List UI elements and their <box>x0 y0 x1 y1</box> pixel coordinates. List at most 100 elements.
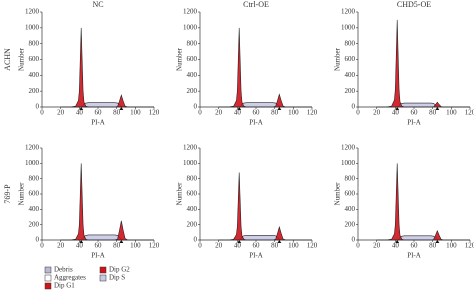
y-tick-label: 1200 <box>25 8 40 16</box>
x-tick-label: 120 <box>307 109 318 117</box>
legend-swatch <box>44 266 52 274</box>
x-axis-label: PI-A <box>249 252 263 260</box>
y-axis-label: Number <box>18 47 26 71</box>
x-tick-label: 80 <box>113 242 121 250</box>
peak-marker <box>237 107 242 110</box>
peak-marker <box>277 240 282 243</box>
row-label: 769-P <box>3 184 12 204</box>
x-tick-label: 60 <box>411 109 419 117</box>
area <box>218 27 312 108</box>
y-tick-label: 400 <box>187 71 198 79</box>
y-tick-label: 200 <box>187 87 198 95</box>
y-tick-label: 1200 <box>183 144 198 152</box>
x-tick-label: 20 <box>215 109 223 117</box>
x-tick-label: 0 <box>40 109 44 117</box>
y-tick-label: 400 <box>345 205 356 213</box>
peak-marker <box>79 107 84 110</box>
y-tick-label: 800 <box>187 174 198 182</box>
row-label: ACHN <box>3 48 12 71</box>
y-tick-label: 1000 <box>183 159 198 167</box>
x-tick-label: 0 <box>198 242 202 250</box>
y-tick-label: 0 <box>194 236 198 244</box>
column-title: Ctrl-OE <box>243 0 269 9</box>
peak-marker <box>119 240 124 243</box>
x-tick-label: 60 <box>95 109 103 117</box>
x-tick-label: 20 <box>373 109 381 117</box>
y-tick-label: 200 <box>345 220 356 228</box>
peak-marker <box>237 240 242 243</box>
x-tick-label: 20 <box>57 242 65 250</box>
x-tick-label: 40 <box>76 109 84 117</box>
area <box>60 163 154 241</box>
column-title: CHD5-OE <box>397 0 431 9</box>
x-tick-label: 20 <box>215 242 223 250</box>
y-tick-label: 0 <box>194 103 198 111</box>
x-tick-label: 60 <box>95 242 103 250</box>
peak-marker <box>395 107 400 110</box>
y-tick-label: 0 <box>36 236 40 244</box>
y-tick-label: 0 <box>36 103 40 111</box>
y-tick-label: 200 <box>187 220 198 228</box>
column-title: NC <box>92 0 103 9</box>
peak-marker <box>119 107 124 110</box>
y-tick-label: 1200 <box>183 8 198 16</box>
legend-swatch <box>44 274 52 282</box>
y-tick-label: 400 <box>29 205 40 213</box>
area <box>376 19 470 108</box>
x-tick-label: 80 <box>113 109 121 117</box>
legend-swatch <box>99 266 107 274</box>
y-tick-label: 800 <box>345 174 356 182</box>
y-tick-label: 800 <box>29 39 40 47</box>
peak-marker <box>277 107 282 110</box>
peak-marker <box>435 107 440 110</box>
x-axis-label: PI-A <box>407 119 421 127</box>
y-tick-label: 0 <box>352 103 356 111</box>
y-axis-label: Number <box>334 47 342 71</box>
x-tick-label: 80 <box>429 242 437 250</box>
x-axis-label: PI-A <box>407 252 421 260</box>
y-axis-label: Number <box>334 182 342 206</box>
legend-label: Debris <box>54 266 73 274</box>
x-tick-label: 0 <box>40 242 44 250</box>
area <box>218 172 312 241</box>
x-tick-label: 40 <box>392 242 400 250</box>
x-tick-label: 120 <box>465 242 474 250</box>
y-tick-label: 800 <box>345 39 356 47</box>
x-tick-label: 100 <box>288 242 299 250</box>
x-tick-label: 0 <box>198 109 202 117</box>
y-tick-label: 600 <box>345 190 356 198</box>
x-tick-label: 40 <box>234 242 242 250</box>
peak-marker <box>395 240 400 243</box>
x-tick-label: 80 <box>271 109 279 117</box>
y-tick-label: 1000 <box>183 23 198 31</box>
y-tick-label: 400 <box>187 205 198 213</box>
x-axis-label: PI-A <box>91 119 105 127</box>
y-tick-label: 600 <box>29 190 40 198</box>
legend-label: Dip G2 <box>109 266 130 274</box>
y-tick-label: 1000 <box>341 159 356 167</box>
y-tick-label: 600 <box>187 55 198 63</box>
x-tick-label: 40 <box>392 109 400 117</box>
x-tick-label: 120 <box>465 109 474 117</box>
x-tick-label: 100 <box>130 109 141 117</box>
y-tick-label: 800 <box>187 39 198 47</box>
x-tick-label: 20 <box>373 242 381 250</box>
x-tick-label: 60 <box>253 242 261 250</box>
y-axis-label: Number <box>18 182 26 206</box>
y-tick-label: 1200 <box>25 144 40 152</box>
x-tick-label: 80 <box>429 109 437 117</box>
x-tick-label: 100 <box>446 242 457 250</box>
y-tick-label: 600 <box>345 55 356 63</box>
x-tick-label: 120 <box>307 242 318 250</box>
y-tick-label: 200 <box>345 87 356 95</box>
legend-label: Aggregates <box>54 274 86 282</box>
x-tick-label: 80 <box>271 242 279 250</box>
y-tick-label: 1200 <box>341 144 356 152</box>
x-tick-label: 100 <box>288 109 299 117</box>
legend-label: Dip G1 <box>54 282 75 290</box>
x-tick-label: 20 <box>57 109 65 117</box>
x-tick-label: 120 <box>149 242 160 250</box>
y-tick-label: 400 <box>29 71 40 79</box>
x-tick-label: 40 <box>234 109 242 117</box>
